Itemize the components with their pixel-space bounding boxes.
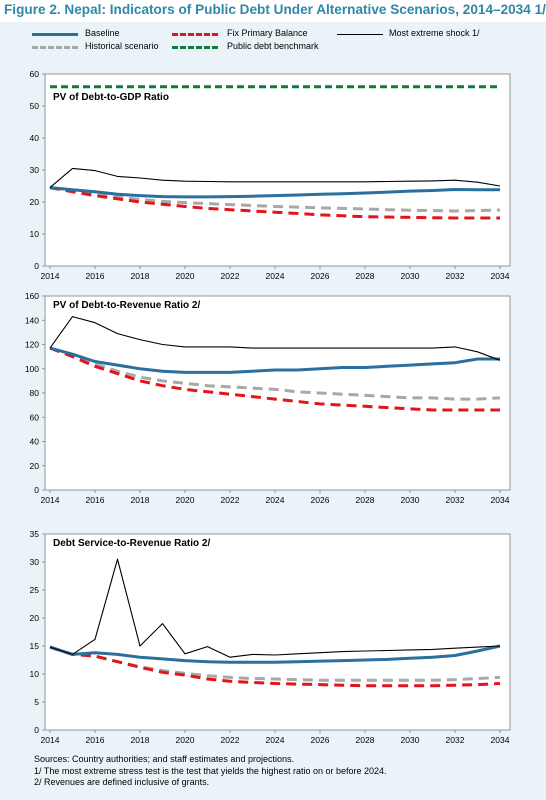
y-tick-label: 5: [34, 697, 39, 707]
x-tick-label: 2026: [311, 495, 330, 505]
legend-swatch-fix-primary-balance: [172, 33, 218, 36]
series-fix-primary-balance: [49, 186, 500, 220]
legend-label-fix-primary-balance: Fix Primary Balance: [227, 28, 308, 38]
x-tick-label: 2034: [491, 735, 510, 745]
y-tick-label: 140: [25, 315, 39, 325]
x-tick-label: 2014: [41, 495, 60, 505]
x-tick-label: 2014: [41, 735, 60, 745]
x-tick-label: 2034: [491, 495, 510, 505]
y-tick-label: 15: [30, 641, 40, 651]
legend-label-historical: Historical scenario: [85, 41, 159, 51]
x-tick-label: 2022: [221, 735, 240, 745]
x-tick-label: 2032: [446, 735, 465, 745]
x-tick-label: 2018: [131, 271, 150, 281]
legend-label-benchmark: Public debt benchmark: [227, 41, 319, 51]
x-tick-label: 2032: [446, 495, 465, 505]
legend-swatch-benchmark: [172, 46, 218, 49]
y-tick-label: 10: [30, 229, 40, 239]
x-tick-label: 2028: [356, 271, 375, 281]
y-tick-label: 40: [30, 133, 40, 143]
x-tick-label: 2020: [176, 495, 195, 505]
chart-3: 0 5 10 15 20 25 30 35 2014 2016 2018 2020 2022 2024 20…: [30, 529, 511, 745]
chart-2: 0 20 40 60 80 100 120 140 160 2014 2016 2018 2020 202…: [25, 291, 511, 505]
x-tick-label: 2016: [86, 735, 105, 745]
series-most-extreme-shock: [49, 558, 501, 658]
legend-label-most-extreme-shock: Most extreme shock 1/: [389, 28, 480, 38]
source-line: Sources: Country authorities; and staff …: [34, 754, 294, 764]
x-tick-label: 2018: [131, 495, 150, 505]
x-tick-label: 2024: [266, 271, 285, 281]
y-tick-label: 50: [30, 101, 40, 111]
series-most-extreme-shock: [49, 316, 501, 361]
panel-title: PV of Debt-to-Revenue Ratio 2/: [53, 300, 200, 311]
series-baseline: [49, 186, 500, 199]
legend-swatch-historical: [32, 46, 78, 49]
x-tick-label: 2018: [131, 735, 150, 745]
x-tick-label: 2016: [86, 271, 105, 281]
panel-title: PV of Debt-to-GDP Ratio: [53, 92, 169, 103]
x-tick-label: 2014: [41, 271, 60, 281]
series-historical: [49, 186, 501, 213]
plot-area: [44, 295, 511, 491]
footnote-1: 1/ The most extreme stress test is the t…: [34, 765, 387, 776]
plot-area: [44, 533, 511, 731]
y-tick-label: 100: [25, 364, 39, 374]
y-tick-label: 30: [30, 557, 40, 567]
panel-title: Debt Service-to-Revenue Ratio 2/: [53, 538, 210, 549]
x-tick-label: 2020: [176, 735, 195, 745]
x-tick-label: 2032: [446, 271, 465, 281]
y-tick-label: 60: [30, 69, 40, 79]
series-fix-primary-balance: [49, 346, 500, 412]
legend-swatch-most-extreme-shock: [337, 34, 383, 35]
figure-title: Figure 2. Nepal: Indicators of Public De…: [4, 2, 546, 17]
y-tick-label: 60: [30, 412, 40, 422]
legend-label-baseline: Baseline: [85, 28, 120, 38]
series-baseline: [49, 346, 500, 374]
x-tick-label: 2026: [311, 735, 330, 745]
x-tick-label: 2024: [266, 735, 285, 745]
series-historical: [49, 346, 501, 401]
y-tick-label: 0: [34, 261, 39, 271]
x-tick-label: 2016: [86, 495, 105, 505]
y-tick-label: 10: [30, 669, 40, 679]
y-tick-label: 40: [30, 437, 40, 447]
series-baseline: [49, 644, 501, 664]
y-tick-label: 0: [34, 725, 39, 735]
x-tick-label: 2030: [401, 271, 420, 281]
x-tick-label: 2024: [266, 495, 285, 505]
series-most-extreme-shock: [49, 167, 501, 189]
series-historical: [49, 645, 501, 682]
y-tick-label: 20: [30, 197, 40, 207]
sources-notes: Sources: Country authorities; and staff …: [34, 754, 387, 789]
y-tick-label: 25: [30, 585, 40, 595]
x-tick-label: 2026: [311, 271, 330, 281]
x-tick-label: 2022: [221, 271, 240, 281]
x-tick-label: 2030: [401, 495, 420, 505]
y-tick-label: 120: [25, 340, 39, 350]
x-tick-label: 2022: [221, 495, 240, 505]
footnote-2: 2/ Revenues are defined inclusive of gra…: [34, 777, 210, 787]
y-tick-label: 0: [34, 485, 39, 495]
legend: Baseline Fix Primary Balance Most extrem…: [0, 22, 546, 58]
legend-swatch-baseline: [32, 33, 78, 36]
y-tick-label: 35: [30, 529, 40, 539]
x-tick-label: 2028: [356, 735, 375, 745]
x-tick-label: 2034: [491, 271, 510, 281]
x-tick-label: 2020: [176, 271, 195, 281]
y-tick-label: 20: [30, 613, 40, 623]
y-tick-label: 160: [25, 291, 39, 301]
x-tick-label: 2030: [401, 735, 420, 745]
x-tick-label: 2028: [356, 495, 375, 505]
y-tick-label: 20: [30, 461, 40, 471]
y-tick-label: 30: [30, 165, 40, 175]
y-tick-label: 80: [30, 388, 40, 398]
series-fix-primary-balance: [49, 645, 501, 688]
